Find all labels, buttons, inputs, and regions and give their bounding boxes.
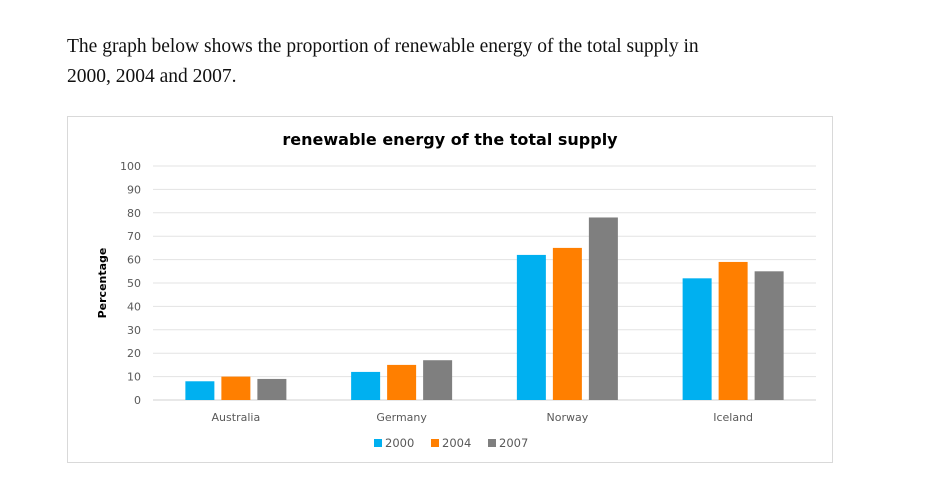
x-tick-label: Iceland: [713, 411, 753, 424]
bar-germany-2004: [387, 364, 417, 400]
y-tick-label: 60: [127, 254, 141, 267]
chart-title: renewable energy of the total supply: [282, 130, 618, 149]
x-tick-label: Germany: [376, 411, 427, 424]
bars: [185, 217, 784, 400]
bar-norway-2007: [588, 217, 618, 400]
y-axis-label: Percentage: [96, 248, 109, 319]
y-tick-label: 40: [127, 300, 141, 313]
bar-germany-2007: [423, 360, 453, 400]
bar-iceland-2004: [718, 261, 748, 400]
legend-label-2000: 2000: [385, 436, 414, 450]
intro-paragraph: The graph below shows the proportion of …: [67, 32, 907, 92]
y-tick-label: 100: [120, 160, 141, 173]
legend-label-2004: 2004: [442, 436, 471, 450]
legend-swatch-2007: [488, 439, 496, 447]
x-tick-label: Australia: [212, 411, 261, 424]
intro-line-1: The graph below shows the proportion of …: [67, 36, 699, 57]
bar-iceland-2000: [682, 278, 712, 400]
bar-australia-2004: [221, 376, 251, 400]
y-tick-label: 20: [127, 347, 141, 360]
y-tick-label: 30: [127, 324, 141, 337]
bar-iceland-2007: [754, 271, 784, 400]
intro-line-2: 2000, 2004 and 2007.: [67, 66, 237, 87]
bar-australia-2007: [257, 378, 287, 400]
y-tick-labels: 0 10 20 30 40 50 60 70 80 90 100: [120, 160, 141, 407]
bar-germany-2000: [351, 371, 381, 400]
y-tick-label: 80: [127, 207, 141, 220]
y-tick-label: 90: [127, 183, 141, 196]
bar-norway-2004: [552, 247, 582, 400]
y-tick-label: 70: [127, 230, 141, 243]
legend-label-2007: 2007: [499, 436, 528, 450]
y-tick-label: 0: [134, 394, 141, 407]
y-tick-label: 10: [127, 371, 141, 384]
legend: 2000 2004 2007: [374, 436, 528, 450]
bar-australia-2000: [185, 381, 215, 400]
x-tick-labels: Australia Germany Norway Iceland: [212, 411, 753, 424]
legend-swatch-2000: [374, 439, 382, 447]
gridlines: [153, 165, 816, 401]
x-tick-label: Norway: [547, 411, 589, 424]
legend-swatch-2004: [431, 439, 439, 447]
bar-norway-2000: [516, 254, 546, 400]
y-tick-label: 50: [127, 277, 141, 290]
